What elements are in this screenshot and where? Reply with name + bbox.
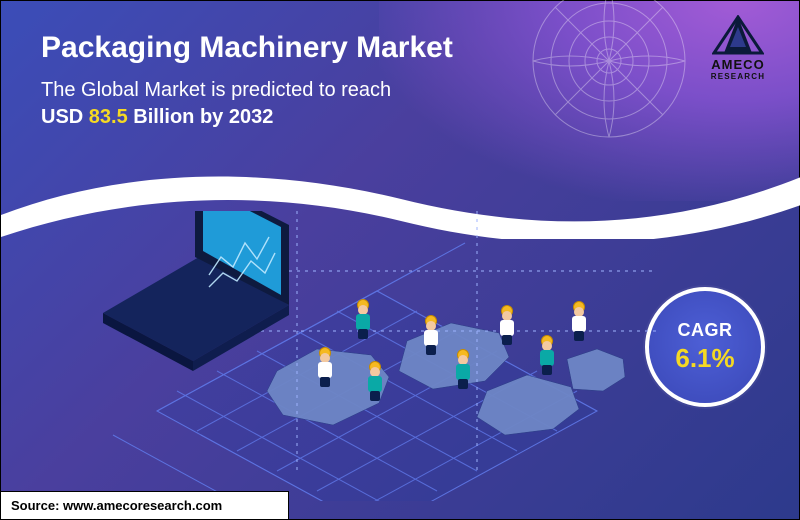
brand-logo: AMECO RESEARCH	[695, 15, 781, 81]
mandala-ornament	[529, 0, 689, 141]
sub2-value: 83.5	[89, 106, 128, 128]
source-text: Source: www.amecoresearch.com	[11, 498, 222, 513]
logo-brand-text: AMECO	[695, 57, 781, 72]
illustration-svg	[97, 211, 657, 501]
person-icon	[497, 311, 517, 345]
source-bar: Source: www.amecoresearch.com	[1, 491, 289, 519]
person-icon	[421, 321, 441, 355]
person-icon	[353, 305, 373, 339]
sub2-prefix: USD	[41, 106, 89, 128]
person-icon	[453, 355, 473, 389]
wave-divider	[1, 159, 800, 239]
cagr-badge: CAGR 6.1%	[645, 287, 765, 407]
subline-2: USD 83.5 Billion by 2032	[41, 106, 453, 129]
person-icon	[315, 353, 335, 387]
person-icon	[537, 341, 557, 375]
person-icon	[569, 307, 589, 341]
isometric-illustration	[97, 211, 657, 501]
sub2-year: 2032	[229, 106, 274, 128]
logo-mark-icon	[712, 15, 764, 55]
cagr-value: 6.1%	[675, 343, 734, 374]
logo-sub-text: RESEARCH	[695, 72, 781, 81]
page-title: Packaging Machinery Market	[41, 31, 453, 65]
subline-1: The Global Market is predicted to reach	[41, 79, 453, 102]
cagr-label: CAGR	[678, 320, 733, 341]
infographic-canvas: AMECO RESEARCH Packaging Machinery Marke…	[0, 0, 800, 520]
person-icon	[365, 367, 385, 401]
headline-block: Packaging Machinery Market The Global Ma…	[41, 31, 453, 129]
sub2-mid: Billion by	[128, 106, 229, 128]
